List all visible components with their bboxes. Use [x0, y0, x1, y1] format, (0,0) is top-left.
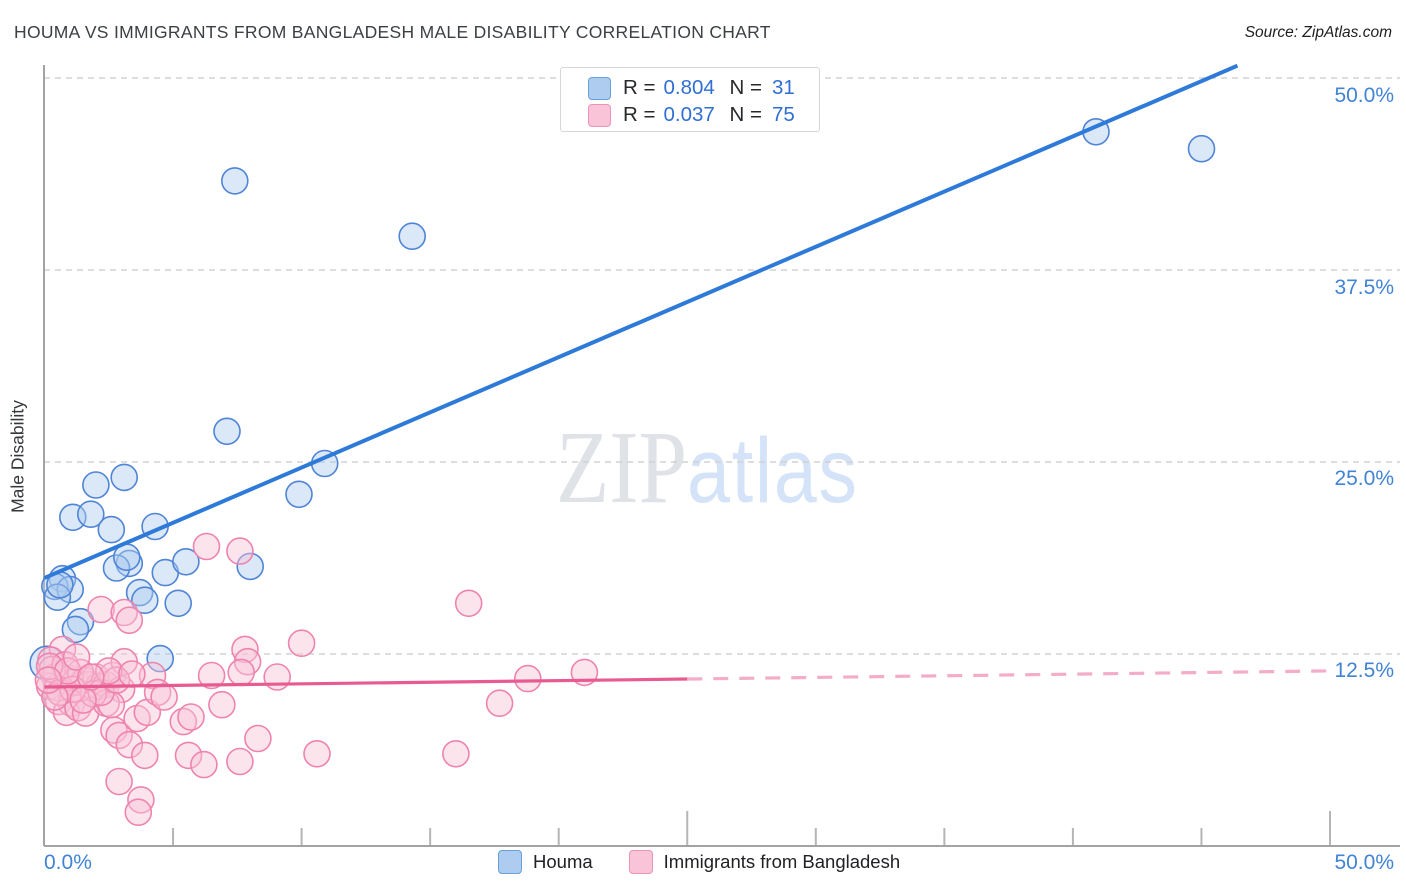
houma-point — [146, 644, 174, 673]
bangladesh-point — [197, 661, 226, 690]
bangladesh-point — [34, 666, 63, 694]
page-title: HOUMA VS IMMIGRANTS FROM BANGLADESH MALE… — [14, 22, 771, 42]
bangladesh-point — [105, 767, 133, 796]
houma-point — [236, 552, 264, 581]
bangladesh-point — [169, 707, 198, 736]
bangladesh-point — [226, 747, 254, 776]
bangladesh-point — [100, 716, 128, 744]
bangladesh-point — [287, 629, 316, 658]
bangladesh-point — [485, 689, 514, 718]
houma-point — [77, 500, 105, 529]
houma-point — [59, 503, 87, 532]
houma-trend-solid — [43, 63, 1239, 580]
bangladesh-point — [177, 703, 205, 731]
n-label: N = — [729, 76, 762, 99]
watermark-atlas: atlas — [687, 420, 859, 522]
x-tick-label-0: 0.0% — [44, 851, 92, 874]
houma-point — [164, 589, 192, 618]
houma-point — [97, 515, 126, 544]
bangladesh-point — [150, 683, 178, 711]
houma-legend-label: Houma — [533, 851, 593, 872]
watermark-zip: ZIP — [556, 410, 688, 525]
bangladesh-trend-dashed — [687, 669, 1331, 681]
houma-legend-swatch-icon — [498, 850, 522, 874]
houma-point — [172, 547, 200, 576]
houma-point — [285, 480, 313, 509]
correlation-stats-box: R = 0.804 N = 31 R = 0.037 N = 75 — [560, 67, 820, 132]
bangladesh-point — [69, 686, 97, 714]
bangladesh-point — [454, 589, 483, 618]
bottom-legend: Houma Immigrants from Bangladesh — [498, 850, 936, 874]
y-tick-label-37-5: 37.5% — [1334, 276, 1394, 299]
bangladesh-legend-swatch-icon — [628, 850, 653, 874]
n-label: N = — [729, 103, 762, 126]
bangladesh-point — [118, 660, 146, 688]
bangladesh-point — [131, 741, 159, 770]
bangladesh-point — [192, 532, 221, 561]
r-label: R = — [623, 103, 656, 126]
bangladesh-point — [124, 798, 153, 827]
r-label: R = — [623, 76, 656, 99]
r-value-bangladesh: 0.037 — [663, 103, 715, 126]
houma-point — [221, 167, 249, 195]
houma-point — [213, 417, 241, 446]
houma-point — [102, 554, 131, 582]
bangladesh-point — [115, 606, 144, 635]
houma-point — [110, 463, 138, 492]
stats-row-houma: R = 0.804 N = 31 — [561, 76, 819, 100]
houma-point — [125, 578, 154, 607]
r-value-houma: 0.804 — [663, 76, 715, 99]
houma-point — [131, 586, 159, 615]
bangladesh-point — [174, 741, 203, 770]
bangladesh-point — [263, 663, 292, 691]
houma-point — [1187, 134, 1216, 163]
bangladesh-point — [190, 750, 218, 779]
bangladesh-point — [138, 661, 167, 690]
bangladesh-point — [115, 730, 144, 759]
houma-swatch-icon — [588, 76, 611, 100]
bangladesh-point — [442, 739, 470, 768]
stats-row-bangladesh: R = 0.037 N = 75 — [561, 103, 819, 127]
n-value-bangladesh: 75 — [771, 103, 795, 126]
houma-point — [398, 222, 427, 250]
y-tick-label-50: 50.0% — [1334, 84, 1394, 107]
bangladesh-point — [64, 693, 92, 722]
bangladesh-point — [110, 598, 138, 627]
source-attribution: Source: ZipAtlas.com — [1244, 24, 1392, 41]
bangladesh-legend-label: Immigrants from Bangladesh — [663, 851, 901, 872]
bangladesh-trend-solid — [44, 677, 688, 689]
bangladesh-point — [208, 690, 236, 719]
bangladesh-point — [87, 595, 115, 624]
bangladesh-point — [227, 658, 255, 687]
bangladesh-point — [77, 663, 105, 691]
x-tick-label-50: 50.0% — [1334, 851, 1394, 874]
bangladesh-point — [95, 657, 123, 685]
bangladesh-point — [513, 664, 542, 693]
bangladesh-swatch-icon — [588, 103, 611, 127]
bangladesh-point — [226, 537, 254, 565]
series-houma — [29, 118, 1216, 682]
zipatlas-watermark: ZIP atlas — [556, 408, 859, 527]
houma-point — [82, 471, 110, 499]
bangladesh-point — [303, 739, 331, 768]
y-tick-label-12-5: 12.5% — [1334, 659, 1394, 682]
n-value-houma: 31 — [771, 76, 795, 99]
series-bangladesh — [34, 532, 599, 827]
houma-point — [66, 607, 95, 636]
bangladesh-point — [62, 643, 91, 671]
bangladesh-point — [40, 683, 69, 711]
y-tick-label-25: 25.0% — [1334, 467, 1394, 490]
bangladesh-point — [244, 724, 272, 753]
bangladesh-point — [35, 652, 64, 681]
houma-point — [61, 615, 90, 644]
